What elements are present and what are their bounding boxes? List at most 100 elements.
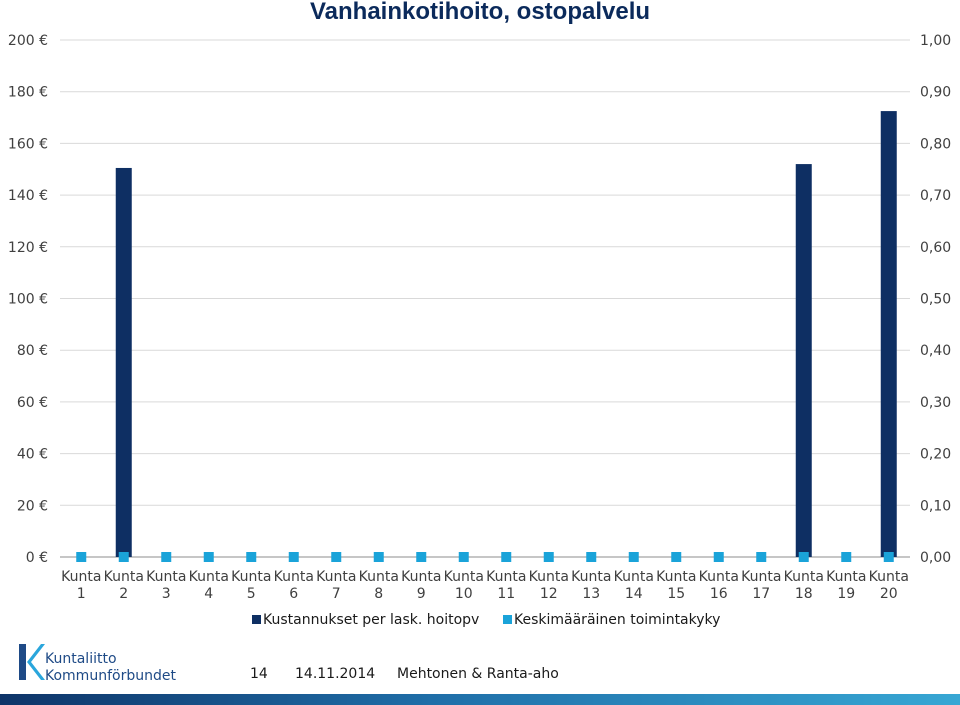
y-left-tick-label: 80 €: [17, 343, 48, 359]
y-left-tick-label: 20 €: [17, 498, 48, 514]
x-tick-label: Kunta: [401, 569, 441, 585]
y-right-tick-label: 0,40: [920, 343, 951, 359]
x-tick-label: 3: [162, 586, 171, 602]
y-left-tick-label: 0 €: [26, 550, 48, 566]
x-tick-label: 7: [332, 586, 341, 602]
marker-point: [543, 552, 554, 562]
legend-label: Keskimääräinen toimintakyky: [514, 612, 720, 628]
x-tick-label: Kunta: [571, 569, 611, 585]
x-tick-label: Kunta: [656, 569, 696, 585]
y-right-tick-label: 0,70: [920, 188, 951, 204]
x-tick-label: Kunta: [61, 569, 101, 585]
x-tick-label: Kunta: [869, 569, 909, 585]
marker-point: [586, 552, 597, 562]
footer: 14 14.11.2014 Mehtonen & Ranta-aho: [0, 662, 960, 692]
x-tick-label: Kunta: [826, 569, 866, 585]
x-tick-label: 5: [247, 586, 256, 602]
marker-point: [76, 552, 87, 562]
bar: [880, 111, 897, 558]
marker-point: [246, 552, 257, 562]
page-number: 14: [250, 666, 268, 682]
x-tick-label: 18: [795, 586, 813, 602]
x-tick-label: Kunta: [316, 569, 356, 585]
marker-point: [798, 552, 809, 562]
marker-point: [756, 552, 767, 562]
x-tick-label: Kunta: [486, 569, 526, 585]
bar-series: [115, 111, 897, 558]
y-left-tick-label: 120 €: [8, 240, 48, 256]
chart-title: Vanhainkotihoito, ostopalvelu: [309, 0, 651, 25]
x-tick-label: Kunta: [359, 569, 399, 585]
bar: [115, 167, 132, 557]
x-axis-labels: Kunta1Kunta2Kunta3Kunta4Kunta5Kunta6Kunt…: [61, 569, 909, 602]
x-tick-label: 12: [540, 586, 558, 602]
y-left-tick-label: 100 €: [8, 292, 48, 308]
marker-point: [841, 552, 852, 562]
marker-point: [203, 552, 214, 562]
bottom-band: [0, 694, 960, 705]
y-right-tick-label: 1,00: [920, 33, 951, 49]
y-right-tick-label: 0,20: [920, 447, 951, 463]
logo-k-mark-icon: [19, 644, 45, 680]
y-right-tick-label: 0,10: [920, 498, 951, 514]
x-tick-label: Kunta: [444, 569, 484, 585]
gridlines: [60, 39, 910, 558]
y-right-tick-label: 0,50: [920, 292, 951, 308]
y-axis-right: 0,00 0,10 0,20 0,30 0,40 0,50 0,60 0,70 0,80 0,90…: [920, 33, 951, 566]
x-tick-label: 17: [752, 586, 770, 602]
marker-point: [628, 552, 639, 562]
y-left-tick-label: 140 €: [8, 188, 48, 204]
y-axis-left: 0 € 20 € 40 € 60 € 80 € 100 € 120 € 140 € 160 € 1…: [8, 33, 48, 566]
legend-swatch: [252, 615, 261, 624]
y-left-tick-label: 40 €: [17, 447, 48, 463]
legend: Kustannukset per lask. hoitopv Keskimäärä…: [252, 612, 720, 628]
legend-label: Kustannukset per lask. hoitopv: [263, 612, 479, 628]
x-tick-label: 4: [204, 586, 213, 602]
y-right-tick-label: 0,80: [920, 136, 951, 152]
x-tick-label: 1: [77, 586, 86, 602]
logo-line1: Kuntaliitto: [45, 651, 117, 667]
x-tick-label: 8: [374, 586, 383, 602]
x-tick-label: Kunta: [614, 569, 654, 585]
marker-point: [118, 552, 129, 562]
x-tick-label: 2: [119, 586, 128, 602]
footer-authors: Mehtonen & Ranta-aho: [397, 666, 559, 682]
x-tick-label: Kunta: [104, 569, 144, 585]
footer-date: 14.11.2014: [295, 666, 376, 682]
y-right-tick-label: 0,90: [920, 85, 951, 101]
marker-point: [288, 552, 299, 562]
x-tick-label: 15: [667, 586, 685, 602]
marker-point: [671, 552, 682, 562]
x-tick-label: 14: [625, 586, 643, 602]
y-right-tick-label: 0,60: [920, 240, 951, 256]
x-tick-label: 16: [710, 586, 728, 602]
x-tick-label: 19: [837, 586, 855, 602]
marker-point: [416, 552, 427, 562]
chart: 0 € 20 € 40 € 60 € 80 € 100 € 120 € 140 € 160 € 1…: [8, 33, 951, 628]
marker-point: [161, 552, 172, 562]
y-left-tick-label: 60 €: [17, 395, 48, 411]
marker-point: [501, 552, 512, 562]
x-tick-label: 9: [417, 586, 426, 602]
x-tick-label: 13: [582, 586, 600, 602]
bar: [795, 164, 812, 557]
x-tick-label: Kunta: [741, 569, 781, 585]
x-tick-label: Kunta: [529, 569, 569, 585]
x-tick-label: Kunta: [784, 569, 824, 585]
x-tick-label: 11: [497, 586, 515, 602]
x-tick-label: 20: [880, 586, 898, 602]
x-tick-label: 6: [289, 586, 298, 602]
y-left-tick-label: 160 €: [8, 136, 48, 152]
x-tick-label: Kunta: [699, 569, 739, 585]
marker-point: [373, 552, 384, 562]
marker-point: [883, 552, 894, 562]
y-left-tick-label: 200 €: [8, 33, 48, 49]
marker-point: [331, 552, 342, 562]
x-tick-label: 10: [455, 586, 473, 602]
marker-series: [76, 552, 894, 562]
y-left-tick-label: 180 €: [8, 85, 48, 101]
marker-point: [458, 552, 469, 562]
logo-line2: Kommunförbundet: [45, 668, 176, 684]
x-tick-label: Kunta: [231, 569, 271, 585]
x-tick-label: Kunta: [189, 569, 229, 585]
